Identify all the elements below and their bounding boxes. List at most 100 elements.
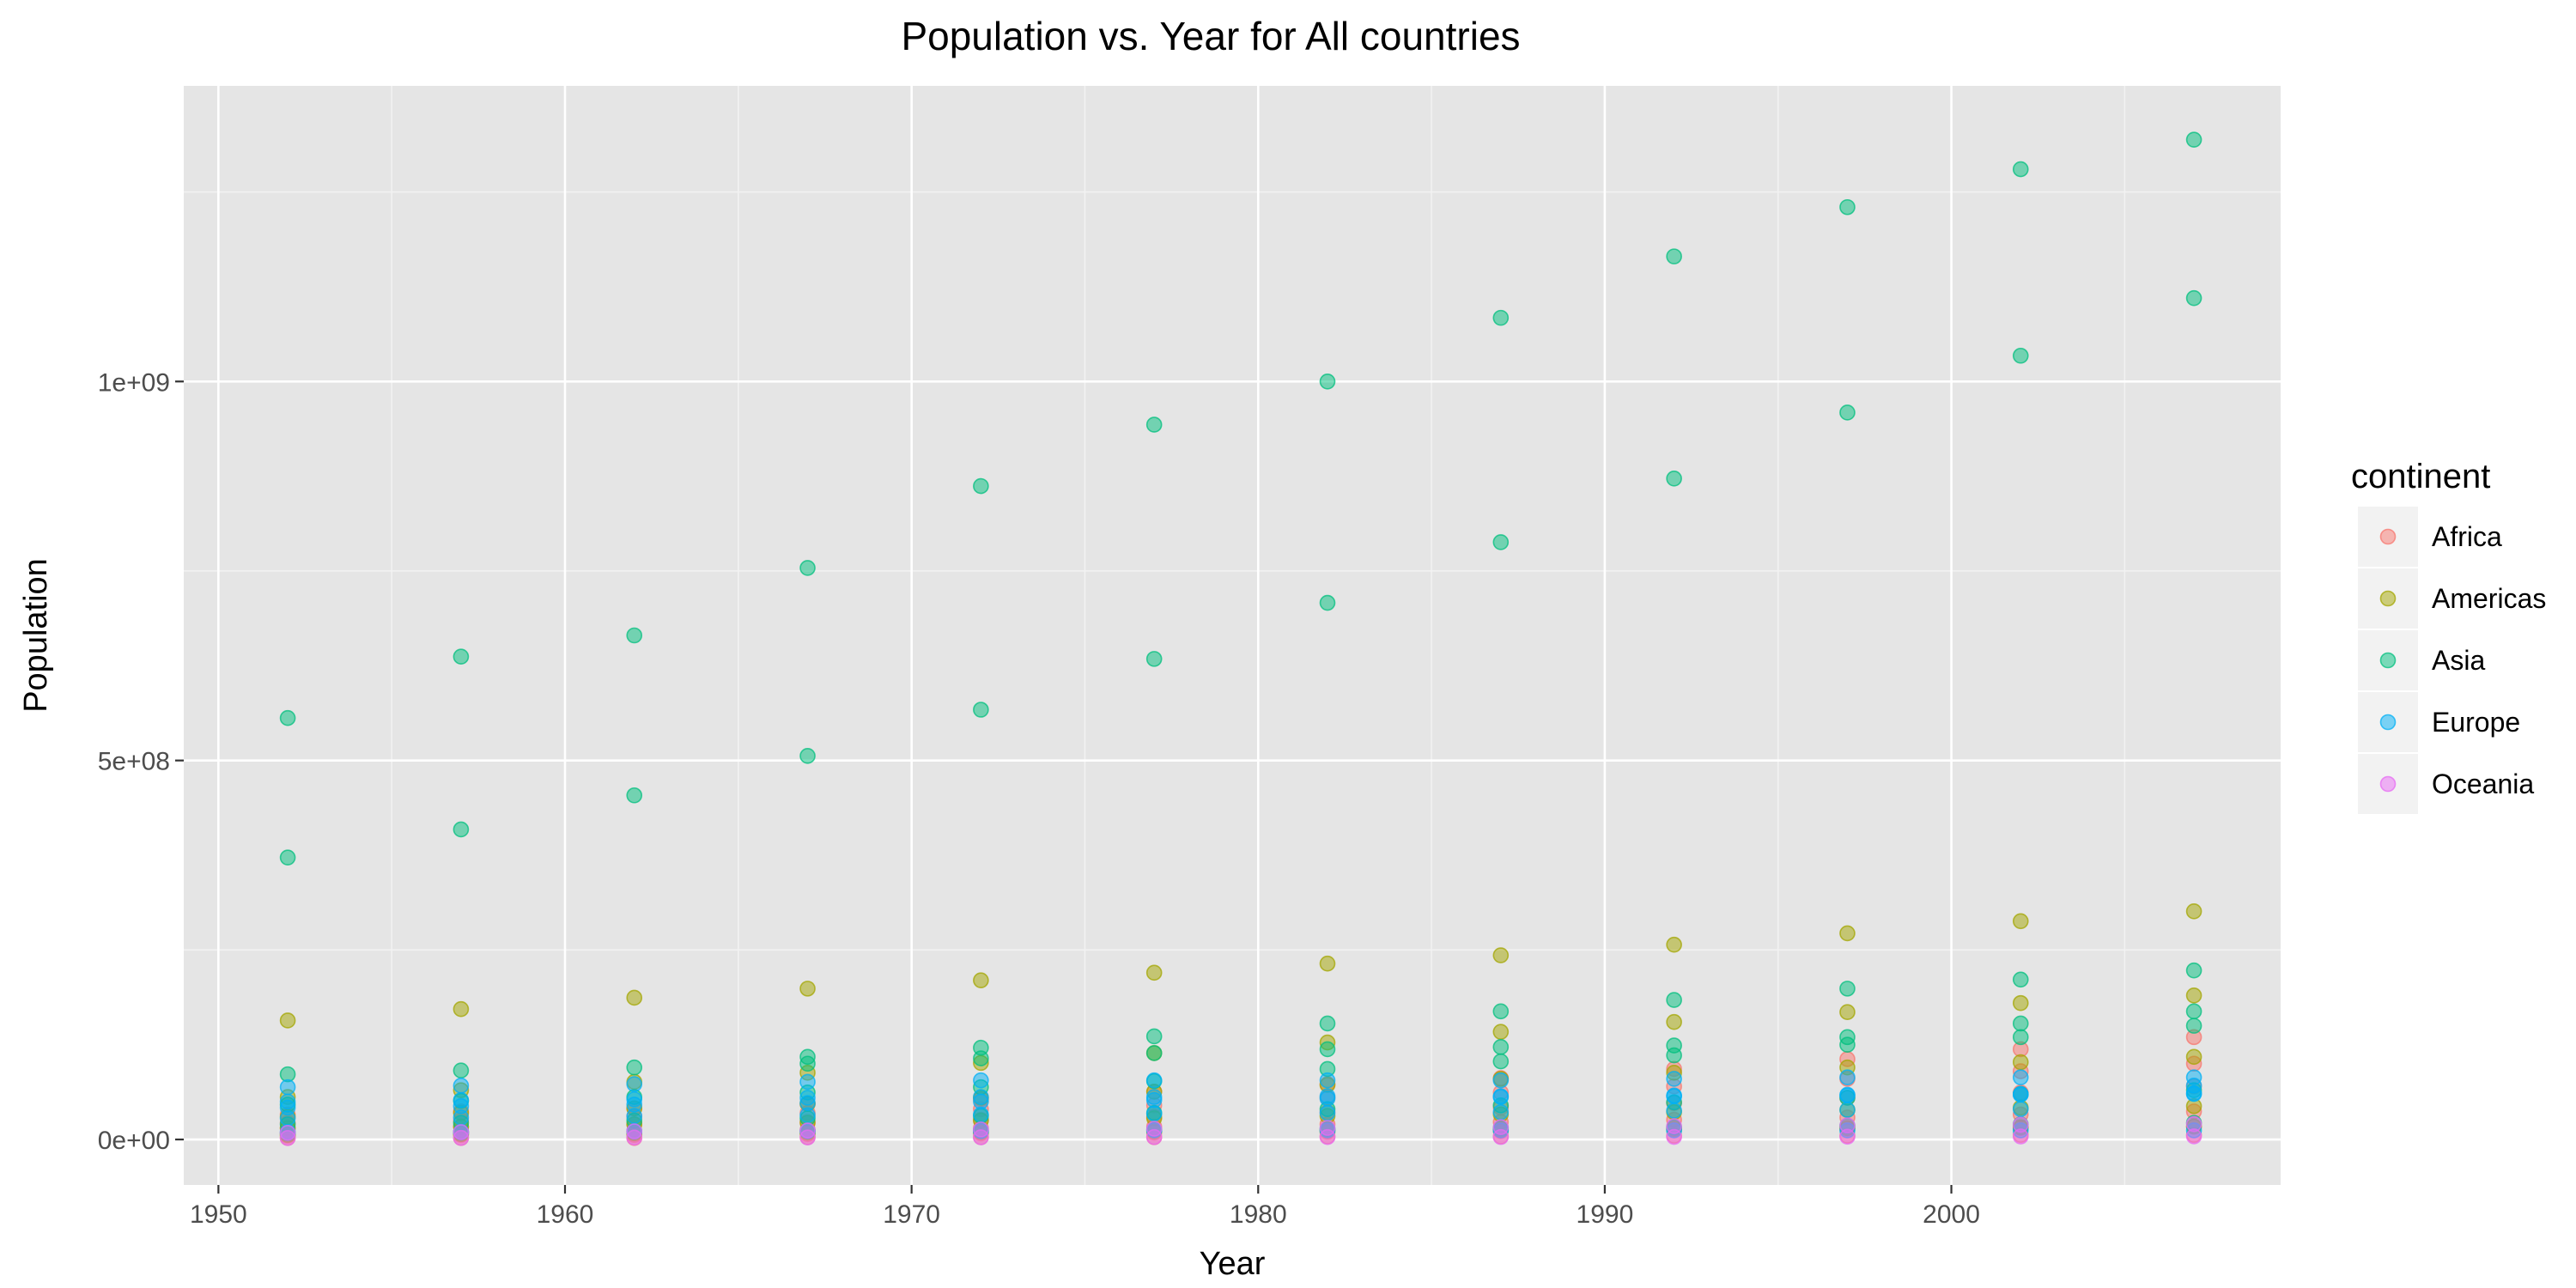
data-point-asia [973,477,989,495]
x-tick-label: 2000 [1923,1200,1980,1229]
data-point-asia [799,748,816,764]
data-point-asia [453,821,470,838]
data-point-asia [2012,161,2029,178]
data-point-oceania [453,1129,470,1146]
data-point-americas [453,1000,470,1018]
data-point-asia [2185,962,2202,979]
data-point-oceania [1319,1128,1336,1145]
data-point-asia [2185,1018,2202,1034]
x-tick-label: 1990 [1577,1200,1634,1229]
data-point-europe [1319,1091,1336,1107]
data-point-oceania [1145,1128,1163,1145]
data-point-asia [973,1050,989,1066]
chart-title: Population vs. Year for All countries [901,14,1520,58]
x-tick-label: 1980 [1230,1200,1287,1229]
data-point-oceania [1666,1128,1682,1145]
data-point-americas [2185,1048,2202,1066]
plot-panel [184,86,2281,1185]
data-point-asia [1666,470,1682,487]
data-point-europe [2012,1086,2029,1103]
data-point-asia [453,1062,470,1079]
data-points [279,131,2202,1146]
legend: continent Africa Americas Asia Europe Oceani… [2351,458,2546,814]
data-point-americas [799,981,816,997]
data-point-asia [1839,1036,1856,1053]
x-tick-label: 1960 [537,1200,594,1229]
data-point-europe [279,1110,296,1127]
data-point-asia [2012,971,2029,988]
data-point-asia [1492,1053,1510,1070]
x-axis: 1950 1960 1970 1980 1990 2000 [190,1185,1980,1229]
data-point-americas [1319,955,1336,972]
data-point-asia [1145,651,1163,667]
data-point-europe [2012,1101,2029,1118]
legend-swatch-oceania [2379,775,2397,793]
data-point-asia [799,560,816,576]
x-tick-label: 1950 [190,1200,247,1229]
data-point-americas [1145,964,1163,981]
data-point-asia [1319,1041,1336,1058]
data-point-europe [973,1106,989,1123]
legend-title: continent [2351,458,2490,495]
data-point-asia [1492,534,1510,550]
data-point-europe [1492,1072,1510,1089]
y-tick-label: 5e+08 [98,748,170,776]
data-point-asia [1319,594,1336,611]
data-point-asia [1492,1003,1510,1020]
data-point-europe [799,1107,816,1124]
x-tick-label: 1970 [883,1200,940,1229]
data-point-europe [799,1073,816,1091]
data-point-americas [1666,1013,1682,1030]
data-point-oceania [279,1130,296,1146]
data-point-asia [1319,1015,1336,1032]
data-point-asia [279,849,296,866]
legend-swatch-europe [2379,714,2397,731]
data-point-americas [2012,994,2029,1012]
data-point-oceania [1492,1128,1510,1145]
data-point-americas [1839,925,1856,942]
data-point-asia [1145,1045,1163,1061]
data-point-europe [626,1108,643,1124]
data-point-asia [626,1059,643,1076]
data-point-asia [2012,1015,2029,1032]
data-point-americas [279,1012,296,1029]
data-point-asia [1319,373,1336,390]
data-point-europe [1319,1072,1336,1089]
data-point-americas [1492,1024,1510,1040]
data-point-europe [1319,1104,1336,1121]
data-point-asia [1145,1028,1163,1045]
data-point-europe [1492,1103,1510,1121]
data-point-asia [973,702,989,718]
grid-lines [184,86,2281,1185]
data-point-oceania [799,1129,816,1145]
data-point-europe [279,1078,296,1096]
data-point-europe [1839,1069,1856,1085]
data-point-asia [453,648,470,665]
data-point-asia [1839,404,1856,421]
data-point-oceania [2185,1128,2202,1145]
data-point-oceania [2012,1128,2029,1145]
y-axis-title: Population [18,558,54,713]
y-tick-label: 1e+09 [98,368,170,397]
data-point-americas [1839,1004,1856,1021]
data-point-asia [1666,1047,1682,1064]
data-point-europe [1145,1091,1163,1109]
data-point-asia [626,787,643,804]
data-point-europe [1666,1088,1682,1105]
y-tick-label: 0e+00 [98,1127,170,1155]
data-point-asia [2185,289,2202,307]
legend-label-asia: Asia [2432,645,2485,676]
data-point-europe [973,1072,989,1089]
data-point-europe [2185,1078,2202,1094]
legend-label-oceania: Oceania [2432,769,2534,799]
data-point-asia [1492,1039,1510,1055]
y-axis: 0e+00 5e+08 1e+09 [98,368,184,1155]
data-point-europe [1492,1089,1510,1105]
data-point-europe [1145,1072,1163,1089]
data-point-asia [626,627,643,644]
data-point-americas [2012,1054,2029,1071]
data-point-americas [2185,903,2202,920]
data-point-americas [973,972,989,988]
data-point-asia [2185,131,2202,148]
